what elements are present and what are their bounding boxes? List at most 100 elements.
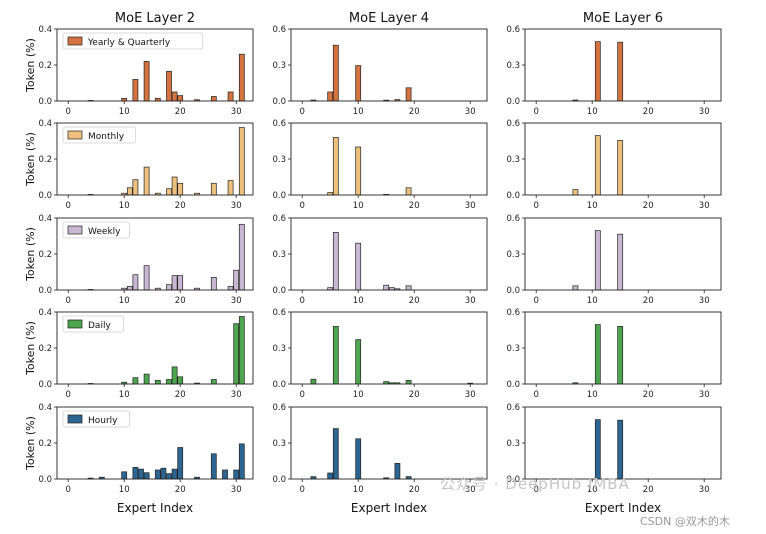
xtick-label-r5c3-0: 0 <box>533 485 538 495</box>
panel-frame-r2c2 <box>290 122 488 196</box>
bar-r5c3-expert-11 <box>594 419 601 480</box>
bar-r1c1-expert-26 <box>210 96 217 102</box>
xlabel-col-2: Expert Index <box>351 501 427 515</box>
bar-r5c1-expert-19 <box>171 468 178 480</box>
ytick-label-r4c3-0.3: 0.3 <box>506 344 520 354</box>
ylabel-row-3: Token (%) <box>24 227 37 282</box>
ytick-label-r2c1-0: 0.0 <box>38 191 52 201</box>
xtick-label-r1c2-10: 10 <box>353 107 364 117</box>
ytick-label-r1c1-0: 0.0 <box>38 97 52 107</box>
bar-r1c2-expert-19 <box>405 87 412 102</box>
ytick-label-r5c2-0.6: 0.6 <box>272 403 286 413</box>
ytick-label-r2c1-0.4: 0.4 <box>38 119 52 129</box>
xtick-label-r2c3-10: 10 <box>587 201 598 211</box>
xtick-label-r2c1-20: 20 <box>175 201 186 211</box>
bar-r3c1-expert-20 <box>177 275 184 291</box>
xtick-label-r4c1-10: 10 <box>119 390 130 400</box>
bar-r2c1-expert-29 <box>227 180 234 196</box>
ytick-label-r3c3-0.6: 0.6 <box>506 214 520 224</box>
bar-r4c2-expert-10 <box>355 339 362 385</box>
bar-r3c3-expert-15 <box>617 233 624 291</box>
xtick-label-r5c2-30: 30 <box>465 485 476 495</box>
bar-r3c2-expert-6 <box>332 232 339 291</box>
ytick-label-r3c2-0.6: 0.6 <box>272 214 286 224</box>
xtick-label-r3c1-10: 10 <box>119 296 130 306</box>
ytick-label-r1c2-0: 0.0 <box>272 97 286 107</box>
bar-r4c1-expert-18 <box>166 379 172 385</box>
legend-swatch-row-5 <box>67 414 83 424</box>
xtick-label-r2c2-20: 20 <box>409 201 420 211</box>
ytick-label-r3c2-0.3: 0.3 <box>272 250 286 260</box>
ytick-label-r4c2-0.3: 0.3 <box>272 344 286 354</box>
bar-r3c1-expert-31 <box>238 223 245 291</box>
legend-swatch-row-2 <box>67 130 83 140</box>
bar-r2c2-expert-10 <box>355 146 362 196</box>
xlabel-col-3: Expert Index <box>585 501 661 515</box>
bar-r2c1-expert-20 <box>177 182 184 196</box>
xtick-label-r3c1-0: 0 <box>65 296 70 306</box>
xtick-label-r3c3-10: 10 <box>587 296 598 306</box>
bar-r3c2-expert-15 <box>383 284 390 291</box>
panel-frame-r3c2 <box>290 217 488 291</box>
bar-r5c2-expert-6 <box>332 428 339 480</box>
bar-r4c2-expert-2 <box>310 378 317 385</box>
bar-r5c2-expert-5 <box>327 472 334 480</box>
ytick-label-r3c1-0.4: 0.4 <box>38 214 52 224</box>
bar-r5c1-expert-30 <box>233 469 240 480</box>
legend-label-row-4: Daily <box>88 321 111 331</box>
bar-r2c1-expert-11 <box>126 187 133 196</box>
bar-r3c1-expert-12 <box>132 274 139 291</box>
ytick-label-r5c1-0: 0.0 <box>38 475 52 485</box>
legend-label-row-5: Hourly <box>88 416 118 426</box>
ytick-label-r2c1-0.2: 0.2 <box>38 155 52 165</box>
bar-r4c1-expert-31 <box>238 316 245 385</box>
ytick-label-r2c2-0: 0.0 <box>272 191 286 201</box>
bar-r4c1-expert-16 <box>154 380 161 385</box>
xtick-label-r4c3-0: 0 <box>533 390 538 400</box>
bar-r3c1-expert-11 <box>126 286 133 291</box>
bar-r5c1-expert-26 <box>210 453 217 480</box>
bar-r4c2-expert-6 <box>332 326 339 385</box>
bar-r1c2-expert-10 <box>355 65 362 102</box>
ytick-label-r2c3-0.3: 0.3 <box>506 155 520 165</box>
ylabel-row-5: Token (%) <box>24 416 37 471</box>
ytick-label-r1c1-0.2: 0.2 <box>38 61 52 71</box>
bar-r1c1-expert-14 <box>143 61 150 102</box>
xtick-label-r3c1-30: 30 <box>231 296 242 306</box>
ytick-label-r2c2-0.3: 0.3 <box>272 155 286 165</box>
bar-r5c2-expert-17 <box>394 463 401 480</box>
legend-label-row-1: Yearly & Quarterly <box>87 38 171 48</box>
ytick-label-r1c3-0: 0.0 <box>506 97 520 107</box>
xtick-label-r4c1-0: 0 <box>65 390 70 400</box>
xlabel-col-1: Expert Index <box>117 501 193 515</box>
bar-r4c1-expert-14 <box>143 373 150 385</box>
column-title-2: MoE Layer 4 <box>349 11 429 26</box>
bar-r3c1-expert-29 <box>227 286 234 291</box>
bar-r4c1-expert-19 <box>171 366 178 385</box>
xtick-label-r3c2-30: 30 <box>465 296 476 306</box>
ytick-label-r4c1-0: 0.0 <box>38 380 52 390</box>
ytick-label-r2c3-0.6: 0.6 <box>506 119 520 129</box>
xtick-label-r2c3-20: 20 <box>643 201 654 211</box>
xtick-label-r4c1-30: 30 <box>231 390 242 400</box>
bar-r4c3-expert-11 <box>594 324 601 385</box>
ytick-label-r5c1-0.4: 0.4 <box>38 403 52 413</box>
bar-r4c1-expert-12 <box>132 377 139 385</box>
bar-r5c1-expert-16 <box>154 469 161 480</box>
bar-r2c1-expert-14 <box>143 166 150 196</box>
legend-swatch-row-3 <box>67 225 83 235</box>
bar-r5c1-expert-13 <box>138 468 144 480</box>
xtick-label-r5c2-10: 10 <box>353 485 364 495</box>
xtick-label-r1c1-30: 30 <box>231 107 242 117</box>
bar-r1c1-expert-18 <box>166 70 172 102</box>
bar-r1c1-expert-29 <box>227 91 234 102</box>
xtick-label-r3c2-10: 10 <box>353 296 364 306</box>
bar-r5c1-expert-18 <box>166 473 172 480</box>
xtick-label-r1c1-20: 20 <box>175 107 186 117</box>
xtick-label-r5c1-10: 10 <box>119 485 130 495</box>
xtick-label-r2c2-0: 0 <box>299 201 304 211</box>
xtick-label-r4c2-30: 30 <box>465 390 476 400</box>
xtick-label-r5c3-30: 30 <box>699 485 710 495</box>
bar-r3c1-expert-26 <box>210 277 217 291</box>
